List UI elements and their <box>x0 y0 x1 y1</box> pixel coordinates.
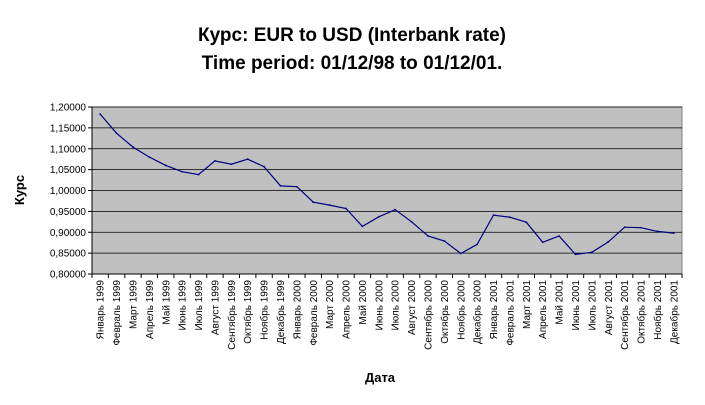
data-points <box>99 113 675 256</box>
x-tick-label: Май 2000 <box>358 280 369 325</box>
y-axis-ticks: 0,80000 0,85000 0,90000 0,95000 1,00000 1,050… <box>50 103 92 281</box>
data-point <box>132 146 134 148</box>
data-point <box>574 253 577 256</box>
y-axis-label: Курс <box>12 175 27 205</box>
data-point <box>164 164 167 167</box>
data-point <box>476 243 479 246</box>
y-tick-label: 0,90000 <box>50 228 87 239</box>
data-point <box>279 185 282 187</box>
x-tick-label: Октябрь 2000 <box>439 280 451 344</box>
x-tick-label: Май 2001 <box>555 280 566 325</box>
y-tick-label: 0,95000 <box>50 207 87 218</box>
data-point <box>99 113 102 115</box>
data-point <box>328 204 331 207</box>
data-point <box>558 235 560 237</box>
x-tick-label: Март 1999 <box>128 280 139 329</box>
data-point <box>640 226 642 229</box>
series-line <box>99 113 674 256</box>
x-tick-label: Декабрь 1999 <box>275 280 287 344</box>
x-tick-label: Март 2000 <box>325 280 336 329</box>
x-tick-label: Октябрь 2001 <box>636 280 648 344</box>
data-point <box>197 173 200 176</box>
x-axis-ticks: Январь 1999 Февраль 1999 Март 1999 Апрель 1… <box>91 274 683 350</box>
x-tick-label: Сентябрь 1999 <box>226 280 238 350</box>
x-tick-label: Июль 1999 <box>194 280 205 331</box>
x-tick-label: Сентябрь 2000 <box>422 280 434 350</box>
data-point <box>394 208 397 211</box>
x-tick-label: Ноябрь 2001 <box>652 280 664 340</box>
data-point <box>312 201 315 204</box>
y-tick-label: 0,80000 <box>50 270 87 281</box>
data-point <box>459 252 462 255</box>
x-tick-label: Февраль 1999 <box>112 280 123 346</box>
data-point <box>607 240 610 243</box>
y-tick-label: 1,20000 <box>50 103 87 114</box>
x-tick-label: Январь 1999 <box>96 280 107 340</box>
data-point <box>525 221 528 224</box>
x-tick-label: Ноябрь 1999 <box>259 280 271 340</box>
y-tick-label: 1,15000 <box>50 123 87 134</box>
x-tick-label: Август 1999 <box>210 280 221 336</box>
x-tick-label: Декабрь 2000 <box>472 280 484 344</box>
data-point <box>115 132 118 135</box>
x-tick-label: Март 2001 <box>522 280 533 329</box>
data-point <box>509 216 511 219</box>
x-tick-label: Апрель 1999 <box>145 280 156 339</box>
data-point <box>656 230 659 233</box>
data-point <box>427 235 429 237</box>
x-tick-label: Декабрь 2001 <box>668 280 680 344</box>
x-tick-label: Август 2001 <box>604 280 615 336</box>
x-tick-label: Июнь 2001 <box>571 280 582 331</box>
x-tick-label: Июль 2000 <box>391 280 402 331</box>
data-point <box>443 240 446 242</box>
x-tick-label: Февраль 2001 <box>505 280 516 346</box>
x-tick-label: Июнь 1999 <box>178 280 189 331</box>
data-point <box>263 165 265 168</box>
data-point <box>623 226 626 229</box>
data-point <box>377 215 380 218</box>
chart-title: Курс: EUR to USD (Interbank rate) <box>198 25 506 46</box>
x-tick-label: Февраль 2000 <box>309 280 320 346</box>
data-point <box>230 163 233 166</box>
y-tick-label: 1,00000 <box>50 186 87 197</box>
x-tick-label: Ноябрь 2000 <box>455 280 467 340</box>
chart-subtitle: Time period: 01/12/98 to 01/12/01. <box>202 53 503 74</box>
x-tick-label: Январь 2001 <box>489 280 500 340</box>
data-point <box>410 220 413 223</box>
x-tick-label: Май 1999 <box>161 280 172 325</box>
data-point <box>345 207 347 210</box>
x-tick-label: Январь 2000 <box>292 280 303 340</box>
x-tick-label: Июль 2001 <box>587 280 598 331</box>
data-point <box>492 214 495 217</box>
data-point <box>214 159 216 162</box>
data-point <box>672 232 675 234</box>
y-tick-label: 1,10000 <box>50 144 87 155</box>
x-tick-label: Апрель 2000 <box>342 280 353 339</box>
data-point <box>361 225 364 228</box>
data-point <box>246 158 249 161</box>
x-tick-label: Сентябрь 2001 <box>619 280 631 350</box>
data-point <box>590 251 593 254</box>
data-point <box>295 185 298 188</box>
data-point <box>541 241 544 244</box>
data-point <box>181 170 184 173</box>
y-tick-label: 1,05000 <box>50 165 87 176</box>
data-point <box>148 156 151 159</box>
x-tick-label: Апрель 2001 <box>538 280 549 339</box>
x-axis-label: Дата <box>365 370 396 385</box>
x-tick-label: Октябрь 1999 <box>242 280 254 344</box>
x-tick-label: Июнь 2000 <box>374 280 385 331</box>
x-tick-label: Август 2000 <box>407 280 418 336</box>
y-tick-label: 0,85000 <box>50 249 87 260</box>
